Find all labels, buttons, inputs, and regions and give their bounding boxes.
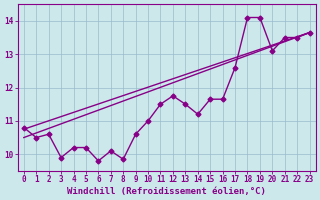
X-axis label: Windchill (Refroidissement éolien,°C): Windchill (Refroidissement éolien,°C): [67, 187, 266, 196]
